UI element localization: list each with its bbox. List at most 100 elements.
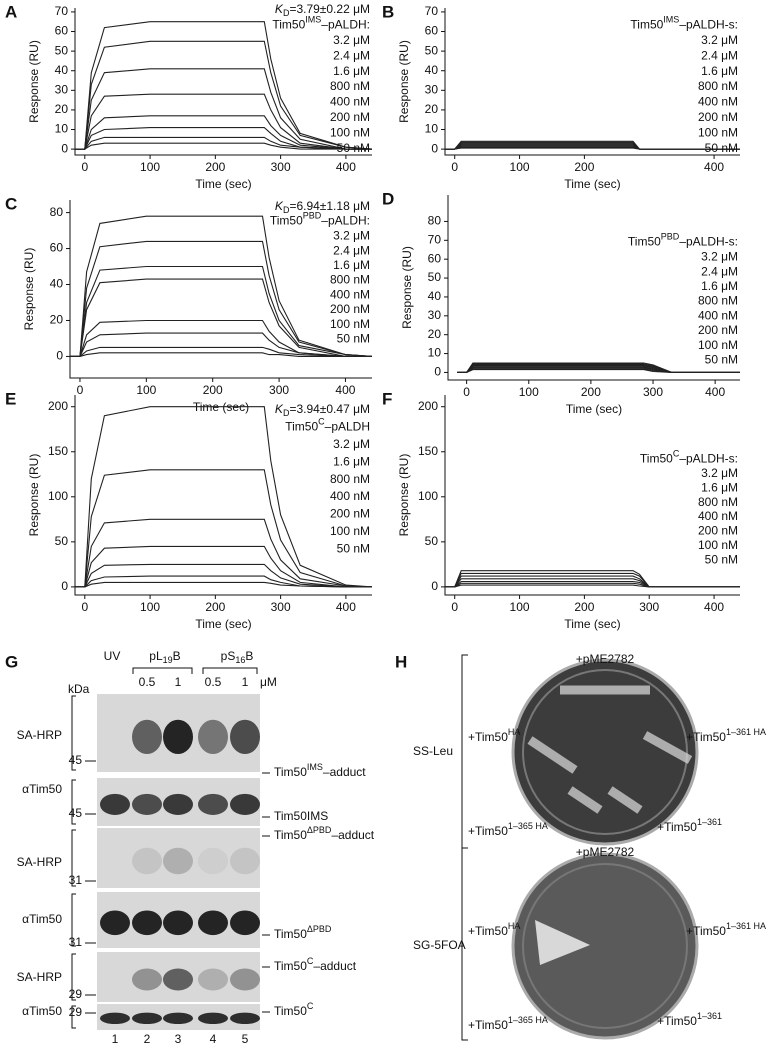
text-part: +Tim50 xyxy=(468,924,508,938)
y-tick-label: 10 xyxy=(55,122,69,136)
legend-entry: 400 nM xyxy=(330,287,370,301)
text-part: +Tim50 xyxy=(657,1014,697,1028)
text-part: –adduct xyxy=(313,959,356,973)
text-part: Tim50 xyxy=(640,452,673,466)
text-part: –pALDH: xyxy=(321,214,370,228)
axis-line xyxy=(69,200,372,379)
blot-band xyxy=(198,847,228,875)
text-part: PBD xyxy=(303,211,322,221)
sensorgram-line xyxy=(75,127,372,150)
panel-label: A xyxy=(5,2,17,21)
x-tick-label: 200 xyxy=(205,160,225,174)
legend-entry: 100 nM xyxy=(330,317,370,331)
y-axis-label: Response (RU) xyxy=(400,246,414,329)
text-part: –pALDH-s: xyxy=(679,18,738,32)
kd-label: KD=3.79±0.22 μM xyxy=(275,2,370,18)
text-part: Tim50 xyxy=(630,18,663,32)
axis-line xyxy=(74,8,372,156)
y-tick-label: 20 xyxy=(50,313,64,327)
text-part: Tim50 xyxy=(274,927,307,941)
blot-band xyxy=(100,793,130,815)
x-tick-label: 200 xyxy=(205,600,225,614)
sensorgram-line xyxy=(70,332,372,357)
blot-band xyxy=(163,719,193,755)
y-tick-label: 80 xyxy=(50,205,64,219)
kd-label: KD=3.94±0.47 μM xyxy=(275,402,370,418)
medium-label: SG-5FOA xyxy=(413,938,466,952)
text-part: –pALDH-s: xyxy=(679,235,738,249)
text-part: ΔPBD xyxy=(307,825,332,835)
legend-entry: 3.2 μM xyxy=(333,229,370,243)
y-tick-label: 80 xyxy=(428,214,442,228)
probe-label: pL19B xyxy=(149,649,180,665)
blot-band xyxy=(198,793,228,815)
legend-title: Tim50PBD–pALDH: xyxy=(270,211,370,228)
conc-label: 0.5 xyxy=(139,675,156,689)
unit-label: μM xyxy=(260,675,277,689)
lane-number: 1 xyxy=(112,1032,119,1046)
sensorgram-line xyxy=(70,265,373,357)
legend-entry: 100 nM xyxy=(698,125,738,139)
legend-entry: 1.6 μM xyxy=(333,454,370,468)
x-tick-label: 400 xyxy=(335,383,355,397)
sensorgram-line xyxy=(70,240,373,357)
conc-label: 1 xyxy=(175,675,182,689)
legend-entry: 400 nM xyxy=(698,95,738,109)
text-part: 1–361 xyxy=(697,817,722,827)
panel-label: G xyxy=(5,652,18,671)
legend-entry: 800 nM xyxy=(330,472,370,486)
y-axis-label: Response (RU) xyxy=(27,454,41,537)
sensorgram-line xyxy=(445,580,740,588)
y-tick-label: 0 xyxy=(431,579,438,593)
legend-entry: 50 nM xyxy=(337,331,370,345)
legend-entry: 800 nM xyxy=(698,495,738,509)
x-tick-label: 0 xyxy=(451,600,458,614)
x-tick-label: 100 xyxy=(140,160,160,174)
blot-band xyxy=(230,968,260,991)
text-part: +Tim50 xyxy=(468,730,508,744)
x-tick-label: 400 xyxy=(336,160,356,174)
panel-label: E xyxy=(5,389,16,408)
legend-entry: 400 nM xyxy=(698,308,738,322)
plate-label: +Tim501–365 HA xyxy=(468,1015,548,1032)
antibody-label: SA-HRP xyxy=(17,970,62,984)
kda-label: kDa xyxy=(68,682,90,696)
antibody-label: SA-HRP xyxy=(17,855,62,869)
plate-label: +Tim50HA xyxy=(468,727,520,744)
legend-entry: 200 nM xyxy=(330,507,370,521)
text-part: 1–361 xyxy=(697,1011,722,1021)
sensorgram-line xyxy=(75,21,373,150)
sensorgram-line xyxy=(75,142,372,150)
plate xyxy=(511,658,699,846)
y-tick-label: 30 xyxy=(428,308,442,322)
antibody-label: αTim50 xyxy=(22,912,62,926)
y-tick-label: 100 xyxy=(418,489,438,503)
sensorgram-line xyxy=(75,115,372,150)
sensorgram-line xyxy=(445,584,740,588)
blot-band xyxy=(230,719,260,755)
blot-band xyxy=(198,719,228,755)
panel-label: B xyxy=(382,2,394,21)
legend-entry: 2.4 μM xyxy=(701,264,738,278)
text-part: 1–361 HA xyxy=(726,727,766,737)
text-part: Tim50 xyxy=(274,1004,307,1018)
x-tick-label: 400 xyxy=(704,600,724,614)
text-part: K xyxy=(275,402,284,416)
x-tick-label: 300 xyxy=(639,600,659,614)
y-tick-label: 60 xyxy=(428,251,442,265)
text-part: 16 xyxy=(235,655,245,665)
legend-entry: 3.2 μM xyxy=(701,250,738,264)
y-axis-label: Response (RU) xyxy=(397,454,411,537)
text-part: D xyxy=(283,408,290,418)
legend-entry: 2.4 μM xyxy=(333,48,370,62)
sensorgram-line xyxy=(75,563,372,588)
text-part: 1–365 HA xyxy=(508,1015,548,1025)
bracket xyxy=(132,667,258,674)
legend-entry: 50 nM xyxy=(337,141,370,155)
axis-line xyxy=(447,195,740,381)
text-part: K xyxy=(275,2,284,16)
plate-label: +Tim50HA xyxy=(468,921,520,938)
sensorgram-line xyxy=(75,136,372,150)
legend-entry: 50 nM xyxy=(705,141,738,155)
blot-band xyxy=(230,910,260,936)
